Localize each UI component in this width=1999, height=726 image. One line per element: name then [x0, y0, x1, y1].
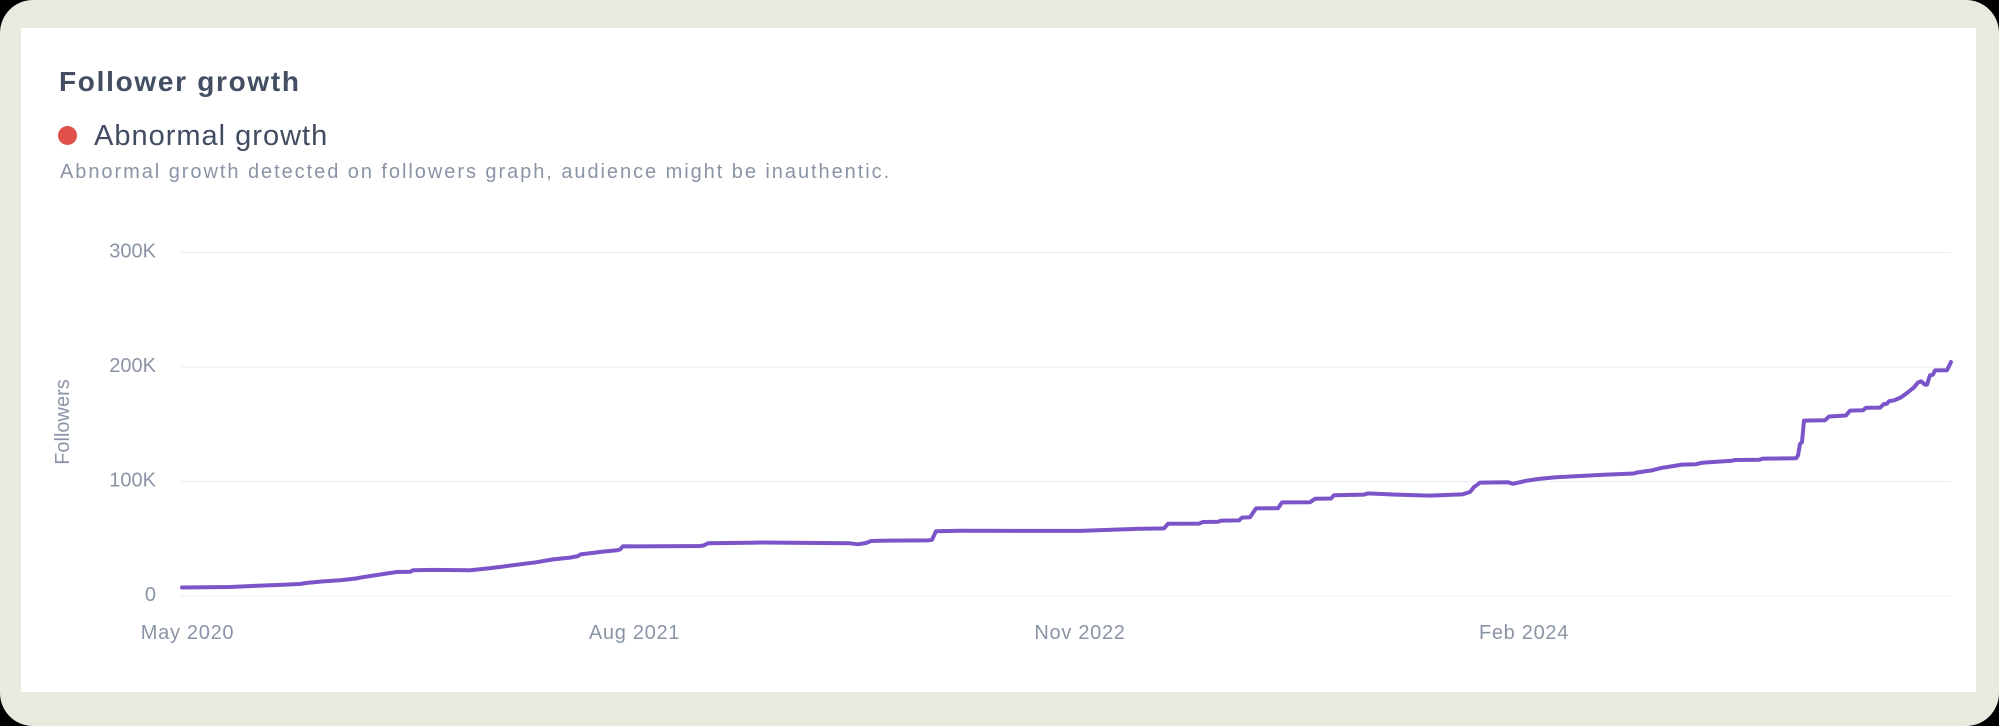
svg-text:0: 0	[145, 584, 156, 606]
svg-text:Nov 2022: Nov 2022	[1034, 622, 1125, 644]
svg-text:Feb 2024: Feb 2024	[1479, 622, 1569, 644]
svg-text:300K: 300K	[109, 241, 156, 263]
svg-text:100K: 100K	[109, 470, 156, 492]
svg-text:May 2020: May 2020	[141, 622, 234, 644]
svg-text:Aug 2021: Aug 2021	[589, 622, 680, 644]
svg-text:200K: 200K	[109, 355, 156, 377]
svg-text:Followers: Followers	[52, 379, 74, 465]
